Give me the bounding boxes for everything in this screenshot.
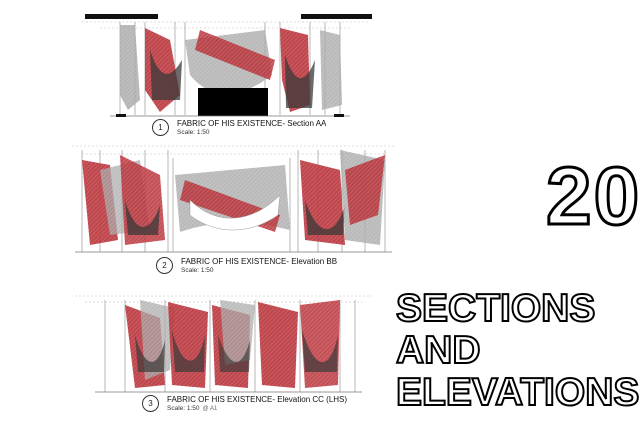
roof-beam-left <box>85 14 158 19</box>
drawing-title: FABRIC OF HIS EXISTENCE- Elevation CC (L… <box>167 395 348 404</box>
drawing-title: FABRIC OF HIS EXISTENCE- Section AA <box>177 119 327 128</box>
caption-elevation-bb: 2 FABRIC OF HIS EXISTENCE- Elevation BB … <box>156 257 337 275</box>
section-aa-drawing <box>82 14 372 117</box>
sheet-title-line: AND <box>395 329 482 373</box>
elevation-cc-drawing <box>75 295 372 393</box>
sheet-title-line: ELEVATIONS <box>395 371 640 415</box>
caption-elevation-cc: 3 FABRIC OF HIS EXISTENCE- Elevation CC … <box>142 395 347 414</box>
drawing-sheet-size: @ A1 <box>202 406 218 412</box>
drawing-scale-value: Scale: 1:50 <box>167 405 200 412</box>
sheet-number: 20 <box>544 150 640 244</box>
stage-block <box>198 88 268 116</box>
elevation-bb-drawing <box>72 145 395 253</box>
drawing-scale: Scale: 1:50 <box>181 267 214 274</box>
drawing-scale: Scale: 1:50 @ A1 <box>167 404 347 414</box>
drawing-scale: Scale: 1:50 <box>177 129 210 136</box>
drawing-number: 3 <box>142 395 159 412</box>
roof-beam-right <box>301 14 372 19</box>
caption-section-aa: 1 FABRIC OF HIS EXISTENCE- Section AA Sc… <box>152 119 326 137</box>
sheet-title-line: SECTIONS <box>395 287 596 331</box>
sheet-title: SECTIONS AND ELEVATIONS <box>395 287 640 415</box>
drawing-number: 2 <box>156 257 173 274</box>
drawing-title: FABRIC OF HIS EXISTENCE- Elevation BB <box>181 257 338 266</box>
drawing-number: 1 <box>152 119 169 136</box>
